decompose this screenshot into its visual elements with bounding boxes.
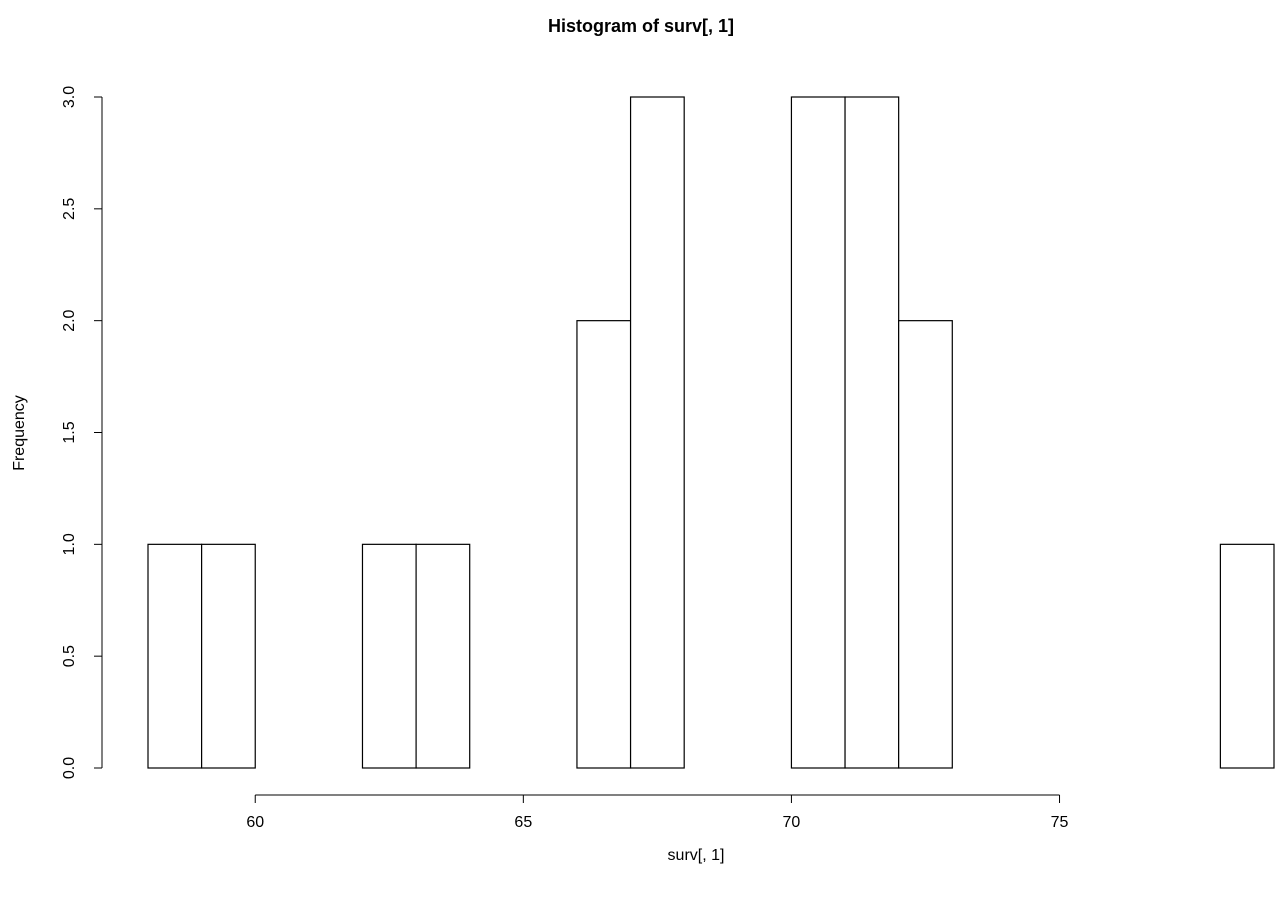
- y-tick-label: 1.0: [61, 533, 78, 555]
- x-tick-label: 65: [514, 814, 532, 831]
- y-axis: 0.0 0.5 1.0 1.5 2.0 2.5 3.0: [61, 86, 103, 779]
- y-tick-label: 2.0: [61, 309, 78, 331]
- y-tick-label: 0.0: [61, 757, 78, 779]
- y-tick-label: 2.5: [61, 198, 78, 220]
- y-tick-label: 1.5: [61, 421, 78, 443]
- histogram-bar: [361, 543, 417, 769]
- histogram-bar: [844, 96, 900, 769]
- x-axis-label: surv[, 1]: [668, 847, 725, 864]
- histogram-bar: [576, 320, 632, 769]
- histogram-bar: [898, 320, 953, 769]
- x-axis: 60 65 70 75: [246, 794, 1069, 831]
- y-tick-label: 0.5: [61, 645, 78, 667]
- x-tick-label: 75: [1051, 814, 1069, 831]
- y-axis-label: Frequency: [11, 395, 28, 471]
- y-tick-label: 3.0: [61, 86, 78, 108]
- histogram-bar: [790, 96, 846, 769]
- x-tick-label: 60: [246, 814, 264, 831]
- bars-group: [147, 96, 1275, 769]
- histogram-bar: [415, 543, 471, 769]
- histogram-bar: [629, 96, 685, 769]
- chart-title: Histogram of surv[, 1]: [548, 16, 734, 36]
- histogram-bar: [201, 543, 256, 769]
- histogram-bar: [147, 543, 203, 769]
- x-tick-label: 70: [783, 814, 801, 831]
- histogram-bar: [1219, 543, 1275, 769]
